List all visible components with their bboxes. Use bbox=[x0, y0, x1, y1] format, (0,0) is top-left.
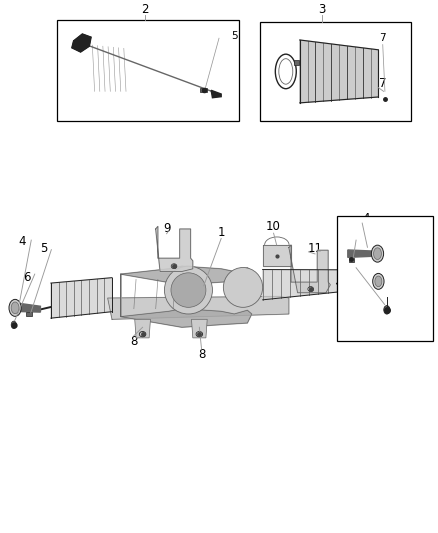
Polygon shape bbox=[263, 270, 337, 300]
Text: 5: 5 bbox=[358, 231, 365, 244]
Polygon shape bbox=[51, 278, 112, 318]
Text: 4: 4 bbox=[18, 235, 25, 248]
Text: 8: 8 bbox=[198, 348, 205, 361]
Bar bbox=[200, 88, 207, 92]
Polygon shape bbox=[348, 250, 372, 257]
Bar bbox=[293, 60, 299, 65]
Ellipse shape bbox=[374, 248, 381, 260]
Text: 4: 4 bbox=[363, 212, 370, 225]
Ellipse shape bbox=[9, 300, 21, 317]
Ellipse shape bbox=[375, 276, 382, 287]
Ellipse shape bbox=[11, 302, 19, 314]
Text: 11: 11 bbox=[307, 242, 322, 255]
Text: 2: 2 bbox=[141, 3, 148, 15]
Text: 5: 5 bbox=[231, 30, 237, 41]
Text: 5: 5 bbox=[40, 241, 47, 255]
Text: 7: 7 bbox=[379, 77, 386, 90]
Text: 7: 7 bbox=[379, 33, 386, 43]
Bar bbox=[337, 216, 433, 341]
Ellipse shape bbox=[223, 268, 263, 308]
Ellipse shape bbox=[171, 273, 206, 308]
Polygon shape bbox=[155, 227, 193, 271]
Text: 3: 3 bbox=[318, 3, 325, 15]
Polygon shape bbox=[300, 40, 378, 103]
Polygon shape bbox=[72, 34, 91, 52]
Polygon shape bbox=[289, 245, 330, 293]
Polygon shape bbox=[108, 296, 289, 319]
Text: 8: 8 bbox=[130, 335, 138, 348]
Bar bbox=[26, 312, 32, 317]
Polygon shape bbox=[211, 90, 221, 98]
Ellipse shape bbox=[164, 266, 212, 314]
Ellipse shape bbox=[384, 305, 390, 314]
Polygon shape bbox=[135, 319, 150, 338]
Text: 9: 9 bbox=[163, 222, 170, 235]
Bar bbox=[349, 258, 354, 262]
Bar bbox=[261, 22, 411, 120]
Polygon shape bbox=[263, 245, 291, 266]
Polygon shape bbox=[121, 266, 252, 327]
Polygon shape bbox=[21, 304, 40, 312]
Ellipse shape bbox=[11, 321, 16, 328]
Text: 6: 6 bbox=[356, 265, 364, 278]
Text: 1: 1 bbox=[217, 225, 225, 239]
Text: 10: 10 bbox=[266, 220, 281, 233]
Ellipse shape bbox=[371, 245, 384, 262]
Ellipse shape bbox=[373, 273, 384, 289]
Polygon shape bbox=[191, 319, 207, 338]
Text: 6: 6 bbox=[23, 271, 31, 284]
Bar bbox=[57, 20, 239, 120]
